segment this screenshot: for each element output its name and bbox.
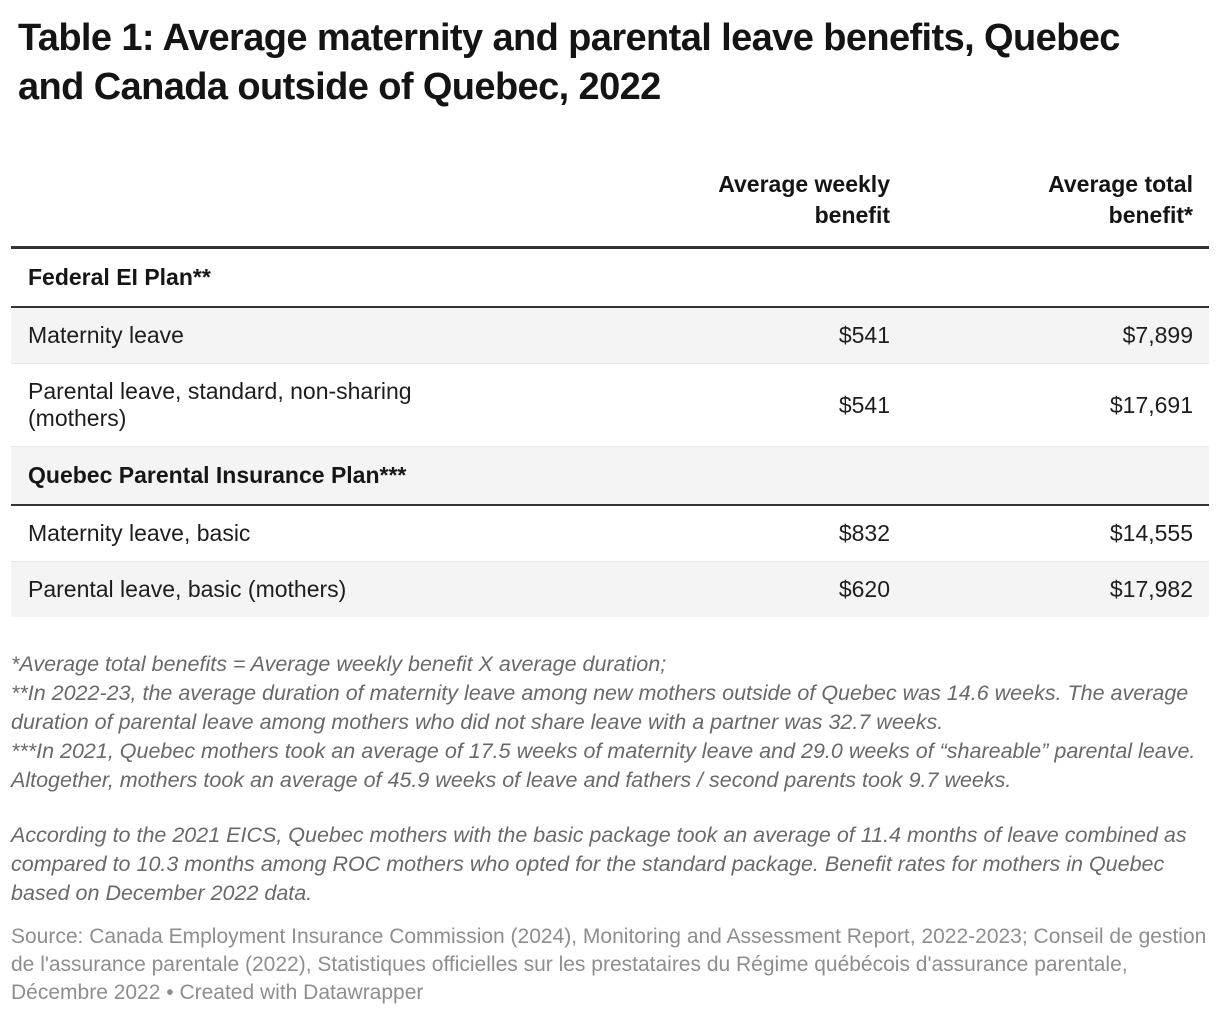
section-row-federal-ei-plan: Federal EI Plan** xyxy=(11,247,1209,308)
footnote-quebec-durations: ***In 2021, Quebec mothers took an avera… xyxy=(11,739,1196,792)
total-benefit-value: $7,899 xyxy=(906,307,1209,364)
column-header-weekly-benefit: Average weekly benefit xyxy=(531,169,906,249)
row-label: Maternity leave xyxy=(11,307,531,364)
weekly-benefit-value: $620 xyxy=(838,576,890,602)
weekly-benefit-value: $832 xyxy=(531,505,906,562)
table-row-parental-leave-basic: Parental leave, basic (mothers) $620 $17… xyxy=(11,561,1209,617)
table-row-parental-leave-standard: Parental leave, standard, non-sharing (m… xyxy=(11,363,1209,447)
total-benefit-value: $17,691 xyxy=(906,363,1209,447)
section-label: Federal EI Plan** xyxy=(11,247,1209,308)
source-line: Source: Canada Employment Insurance Comm… xyxy=(11,925,1207,1004)
table-row-maternity-leave-basic: Maternity leave, basic $832 $14,555 xyxy=(11,505,1209,562)
footnote-average-total: *Average total benefits = Average weekly… xyxy=(11,652,667,676)
column-header-total-benefit: Average total benefit* xyxy=(906,169,1209,249)
weekly-benefit-value: $541 xyxy=(531,363,906,447)
section-row-quebec-parental-insurance-plan: Quebec Parental Insurance Plan*** xyxy=(11,446,1209,506)
weekly-benefit-value: $541 xyxy=(531,307,906,364)
commentary-paragraph: According to the 2021 EICS, Quebec mothe… xyxy=(11,823,1187,905)
benefits-table: Average weekly benefit Average total ben… xyxy=(11,169,1209,617)
table-header: Average weekly benefit Average total ben… xyxy=(11,169,1209,249)
row-label: Maternity leave, basic xyxy=(11,505,531,562)
column-header-empty xyxy=(11,169,531,249)
footnote-federal-ei-durations: **In 2022-23, the average duration of ma… xyxy=(11,681,1189,734)
total-benefit-value: $17,982 xyxy=(1109,576,1193,602)
row-label: Parental leave, basic (mothers) xyxy=(28,576,347,602)
footnotes: *Average total benefits = Average weekly… xyxy=(11,650,1209,795)
table-row-maternity-leave: Maternity leave $541 $7,899 xyxy=(11,307,1209,364)
table-figure: Table 1: Average maternity and parental … xyxy=(0,14,1220,1034)
row-label: Parental leave, standard, non-sharing (m… xyxy=(11,363,531,447)
section-label: Quebec Parental Insurance Plan*** xyxy=(11,446,1209,506)
total-benefit-value: $14,555 xyxy=(906,505,1209,562)
page-title: Table 1: Average maternity and parental … xyxy=(18,17,1120,108)
